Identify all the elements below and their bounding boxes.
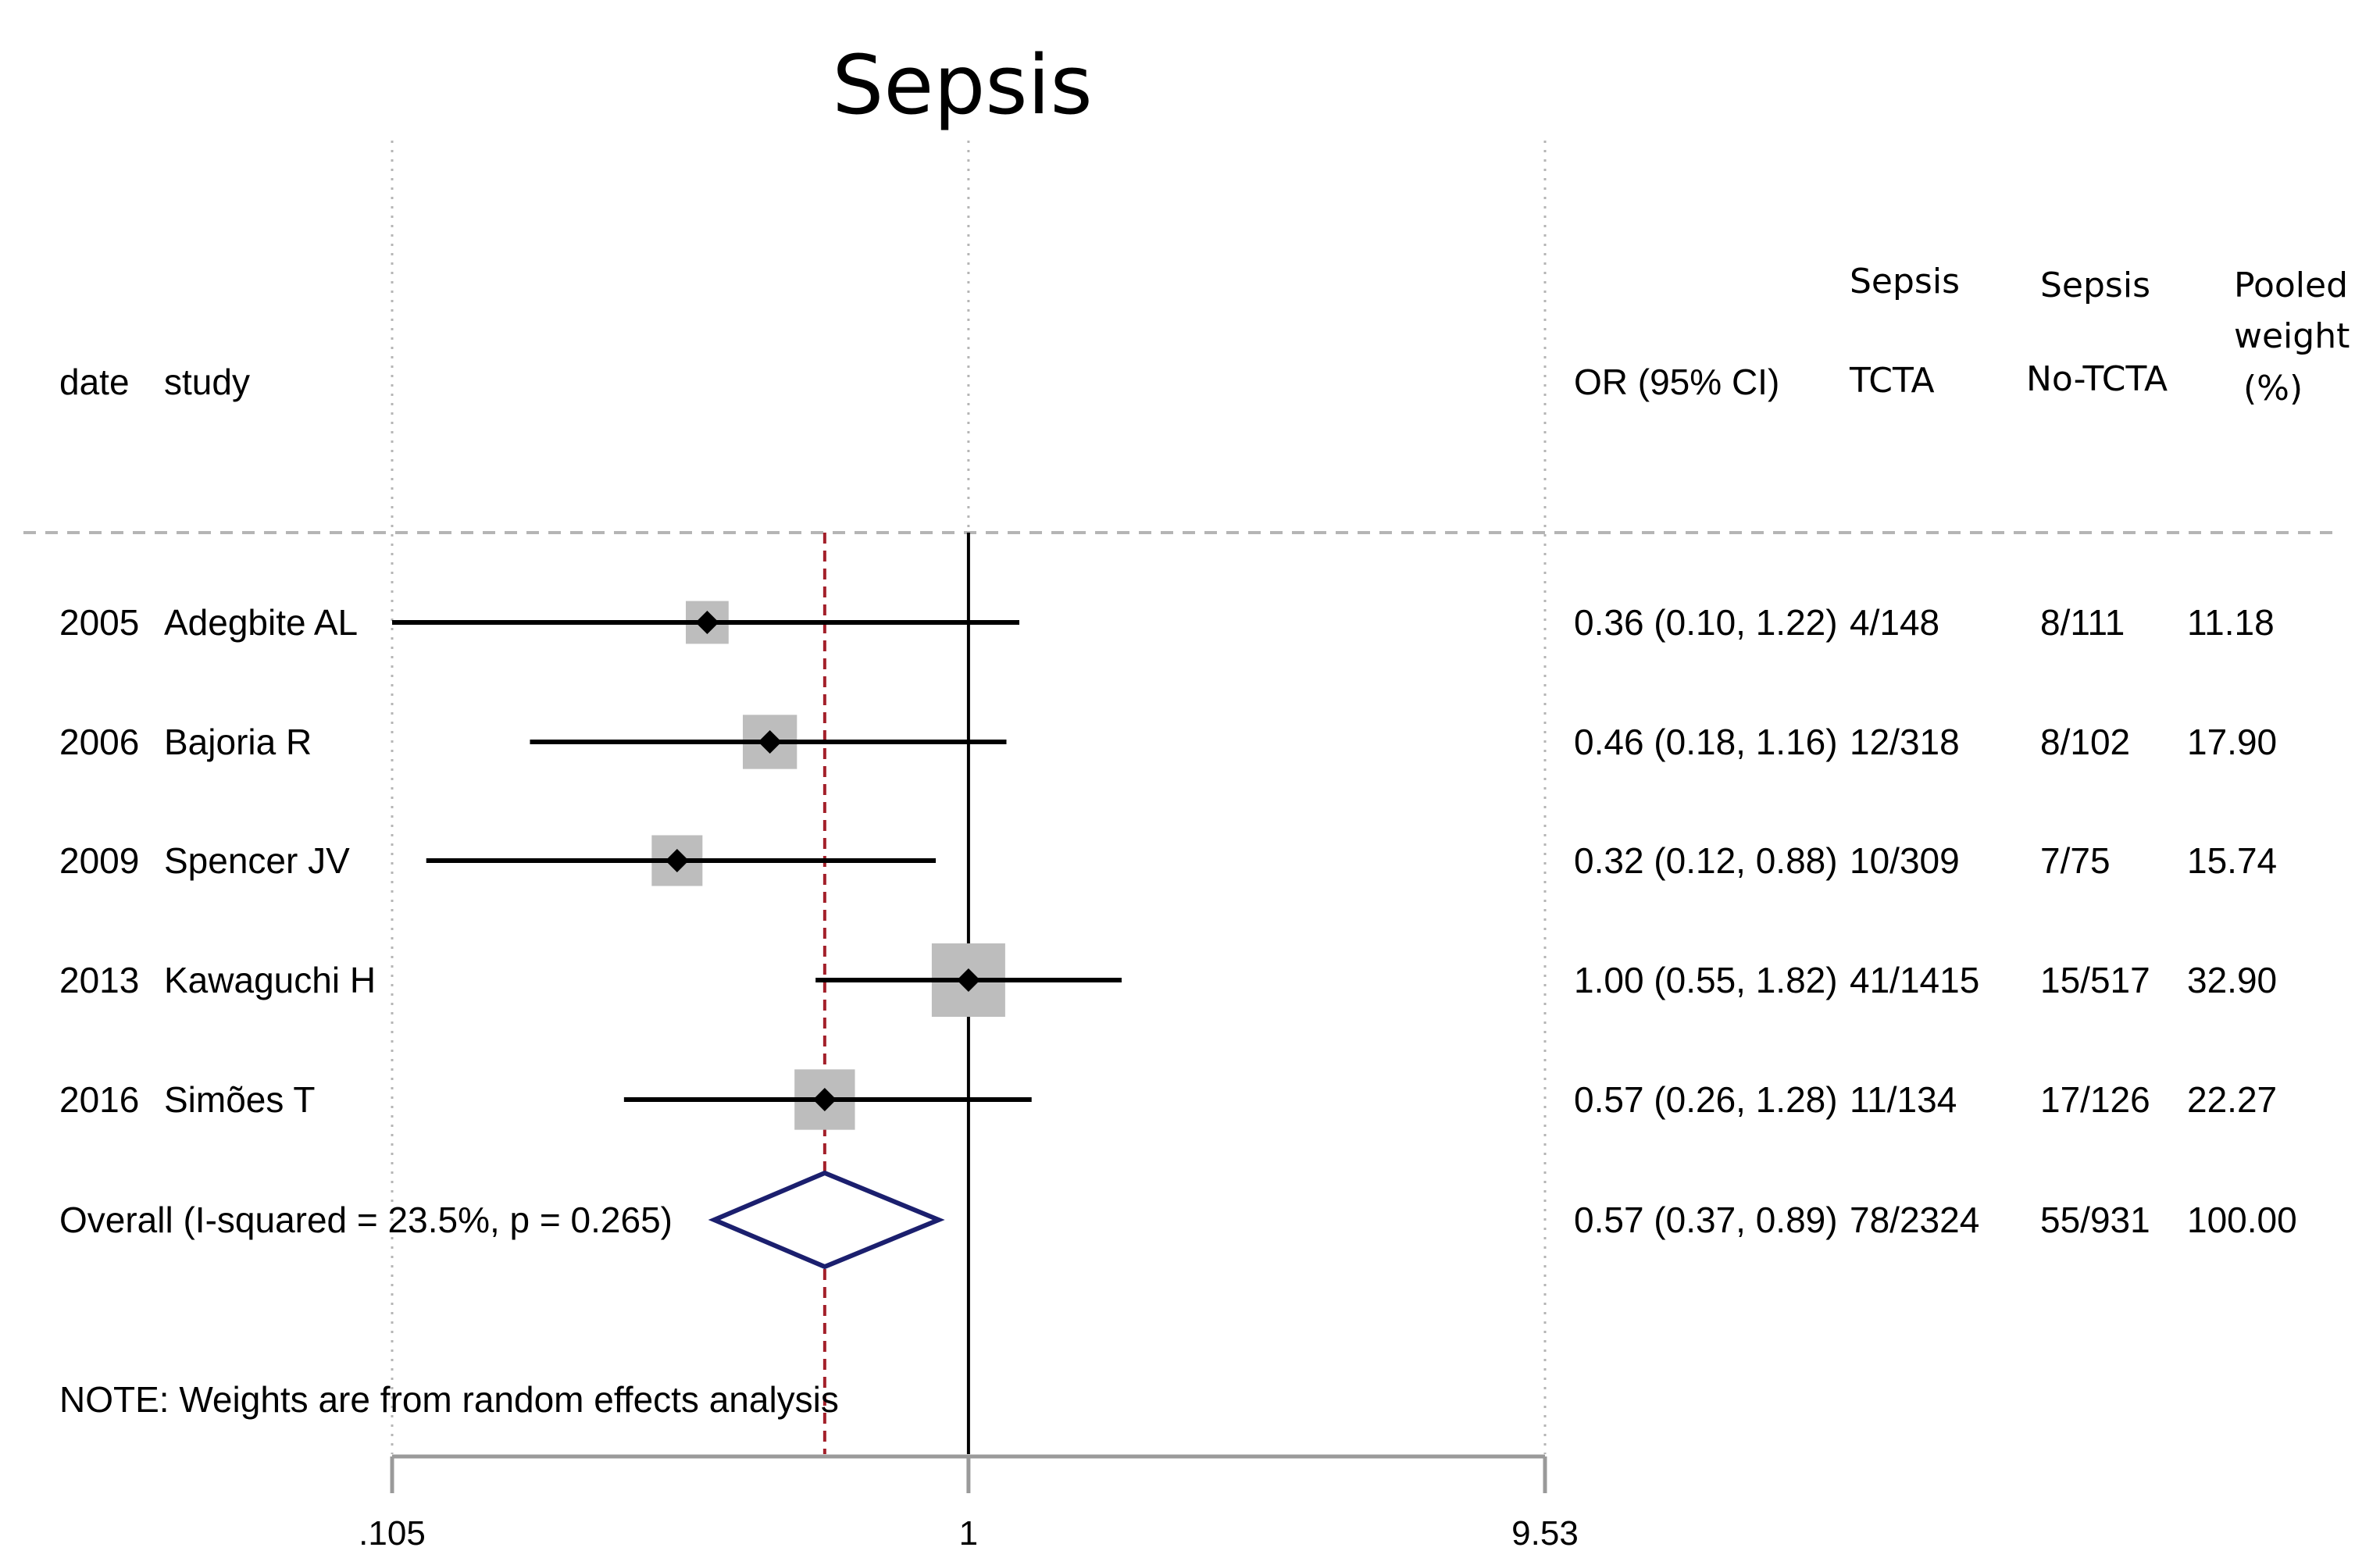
row-date-4: 2016	[59, 1079, 139, 1120]
rows-layer: 2005 Adegbite AL 0.36 (0.10, 1.22) 4/148 8/1…	[59, 601, 2277, 1130]
chart-title: Sepsis	[832, 37, 1092, 133]
row-notcta-3: 15/517	[2040, 960, 2150, 1000]
header-notcta-top: Sepsis	[2040, 266, 2150, 305]
header-or: OR (95% CI)	[1574, 362, 1779, 402]
overall-notcta: 55/931	[2040, 1200, 2150, 1240]
row-or-4: 0.57 (0.26, 1.28)	[1574, 1079, 1838, 1120]
row-date-1: 2006	[59, 722, 139, 762]
header-weight-bottom: (%)	[2243, 369, 2303, 408]
point-estimate-1	[758, 730, 782, 754]
row-study-2: Spencer JV	[164, 840, 350, 881]
x-tick-label-2: 9.53	[1511, 1514, 1579, 1553]
row-study-4: Simões T	[164, 1079, 315, 1120]
x-axis: .105 1 9.53	[359, 1454, 1579, 1553]
header-weight-mid: weight	[2234, 316, 2350, 356]
row-or-3: 1.00 (0.55, 1.82)	[1574, 960, 1838, 1000]
header-date: date	[59, 362, 130, 402]
overall-layer: Overall (I-squared = 23.5%, p = 0.265) 0.…	[59, 1170, 2297, 1270]
row-tcta-3: 41/1415	[1850, 960, 1979, 1000]
row-weight-0: 11.18	[2187, 602, 2275, 643]
row-weight-3: 32.90	[2187, 960, 2277, 1000]
overall-label: Overall (I-squared = 23.5%, p = 0.265)	[59, 1200, 673, 1240]
row-notcta-0: 8/111	[2040, 602, 2125, 643]
footnote: NOTE: Weights are from random effects an…	[59, 1379, 839, 1420]
row-weight-2: 15.74	[2187, 840, 2277, 881]
row-study-0: Adegbite AL	[164, 602, 358, 643]
row-or-0: 0.36 (0.10, 1.22)	[1574, 602, 1838, 643]
point-estimate-0	[695, 611, 719, 634]
header-weight-top: Pooled	[2234, 266, 2348, 305]
grid-layer	[391, 141, 1547, 1454]
row-date-3: 2013	[59, 960, 139, 1000]
row-tcta-4: 11/134	[1850, 1079, 1957, 1120]
overall-weight: 100.00	[2187, 1200, 2297, 1240]
overall-or: 0.57 (0.37, 0.89)	[1574, 1200, 1838, 1240]
overall-diamond	[708, 1170, 945, 1270]
header-tcta-bottom: TCTA	[1849, 361, 1935, 401]
row-notcta-1: 8/102	[2040, 722, 2130, 762]
row-weight-4: 22.27	[2187, 1079, 2277, 1120]
row-tcta-0: 4/148	[1850, 602, 1939, 643]
point-estimate-2	[665, 849, 689, 872]
point-estimate-4	[812, 1088, 837, 1111]
x-tick-label-1: 1	[959, 1514, 978, 1553]
row-tcta-1: 12/318	[1850, 722, 1960, 762]
row-date-2: 2009	[59, 840, 139, 881]
row-study-3: Kawaguchi H	[164, 960, 376, 1000]
row-notcta-4: 17/126	[2040, 1079, 2150, 1120]
header-study: study	[164, 362, 250, 402]
header-notcta-bottom: No-TCTA	[2026, 359, 2168, 399]
header-tcta-top: Sepsis	[1850, 262, 1960, 301]
overall-tcta: 78/2324	[1850, 1200, 1979, 1240]
x-tick-label-0: .105	[359, 1514, 426, 1553]
row-or-2: 0.32 (0.12, 0.88)	[1574, 840, 1838, 881]
row-study-1: Bajoria R	[164, 722, 312, 762]
point-estimate-3	[956, 968, 980, 992]
row-date-0: 2005	[59, 602, 139, 643]
row-tcta-2: 10/309	[1850, 840, 1960, 881]
row-or-1: 0.46 (0.18, 1.16)	[1574, 722, 1838, 762]
row-notcta-2: 7/75	[2040, 840, 2111, 881]
row-weight-1: 17.90	[2187, 722, 2277, 762]
